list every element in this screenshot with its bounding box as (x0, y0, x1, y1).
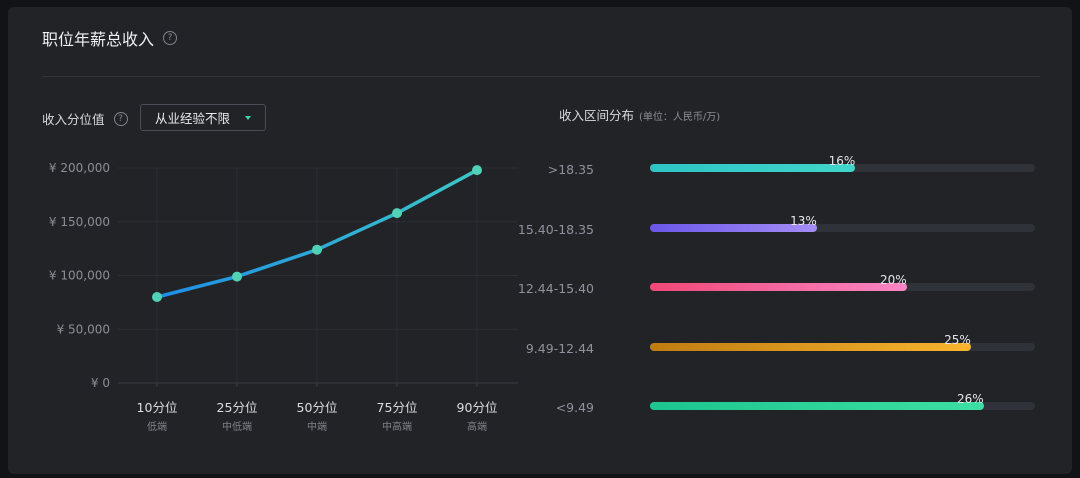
bar-row: 9.49-12.44 25% (526, 333, 1039, 364)
bar-track: 20% (650, 273, 1035, 291)
help-icon[interactable]: ? (113, 111, 128, 126)
y-tick-label: ¥ 50,000 (57, 322, 110, 336)
bar-value-label: 26% (956, 392, 984, 406)
bar-fill (650, 223, 817, 232)
bar-track: 25% (650, 333, 1035, 351)
page-title-text: 职位年薪总收入 (42, 30, 155, 49)
bar-row: >18.35 16% (548, 154, 1039, 185)
x-tick-label: 50分位 (297, 400, 338, 415)
help-icon[interactable]: ? (163, 31, 178, 45)
experience-dropdown-value: 从业经验不限 (155, 111, 231, 126)
bar-category-label: 12.44-15.40 (517, 281, 594, 296)
x-tick-sublabel: 中高端 (382, 420, 412, 433)
bar-row: <9.49 26% (555, 392, 1039, 423)
bar-value-label: 13% (790, 213, 817, 228)
bar-value-label: 16% (828, 154, 856, 168)
bar-value-label: 20% (879, 273, 907, 287)
x-tick-sublabel: 高端 (467, 420, 487, 433)
data-point (312, 244, 322, 255)
salary-card (8, 7, 1072, 474)
experience-dropdown[interactable]: 从业经验不限 (140, 104, 266, 131)
percentile-line-chart: ¥ 200,000 ¥ 150,000 ¥ 100,000 ¥ 50,000 ¥ 0 10… (49, 161, 518, 433)
percentile-title-text: 收入分位值 (42, 112, 105, 127)
bar-value-label: 25% (944, 332, 971, 347)
y-tick-label: ¥ 200,000 (49, 161, 110, 175)
x-tick-label: 75分位 (377, 400, 418, 415)
y-tick-label: ¥ 150,000 (49, 215, 110, 229)
page-title: 职位年薪总收入 ? (42, 26, 178, 50)
bar-category-label: <9.49 (555, 400, 594, 415)
distribution-unit: (单位：人民币/万) (639, 112, 721, 123)
x-tick-sublabel: 低端 (147, 420, 167, 433)
distribution-title: 收入区间分布 (单位：人民币/万) (559, 105, 720, 124)
caret-down-icon (245, 116, 251, 120)
bar-fill (650, 402, 984, 410)
x-tick-label: 10分位 (137, 400, 178, 415)
x-tick-sublabel: 中低端 (222, 420, 252, 433)
bar-fill (650, 283, 907, 291)
bar-fill (650, 342, 971, 351)
y-tick-label: ¥ 100,000 (49, 269, 110, 283)
y-tick-label: ¥ 0 (91, 376, 110, 390)
divider (42, 76, 1040, 77)
bar-row: 15.40-18.35 13% (518, 214, 1039, 245)
x-tick-label: 90分位 (457, 400, 498, 415)
bar-category-label: 9.49-12.44 (525, 340, 594, 356)
bar-fill (650, 164, 856, 172)
distribution-title-text: 收入区间分布 (559, 108, 635, 123)
data-point (152, 292, 162, 302)
data-point (232, 271, 242, 282)
x-tick-sublabel: 中端 (307, 420, 327, 433)
bar-category-label: >18.35 (547, 162, 594, 177)
data-point (472, 165, 482, 176)
bar-row: 12.44-15.40 20% (518, 273, 1039, 304)
percentile-title: 收入分位值 ? (42, 109, 128, 128)
bar-category-label: 15.40-18.35 (517, 221, 594, 237)
bar-track: 16% (650, 154, 1035, 172)
bar-track: 13% (650, 214, 1035, 232)
bar-track: 26% (650, 392, 1035, 410)
x-tick-label: 25分位 (217, 400, 258, 415)
data-point (392, 208, 402, 219)
